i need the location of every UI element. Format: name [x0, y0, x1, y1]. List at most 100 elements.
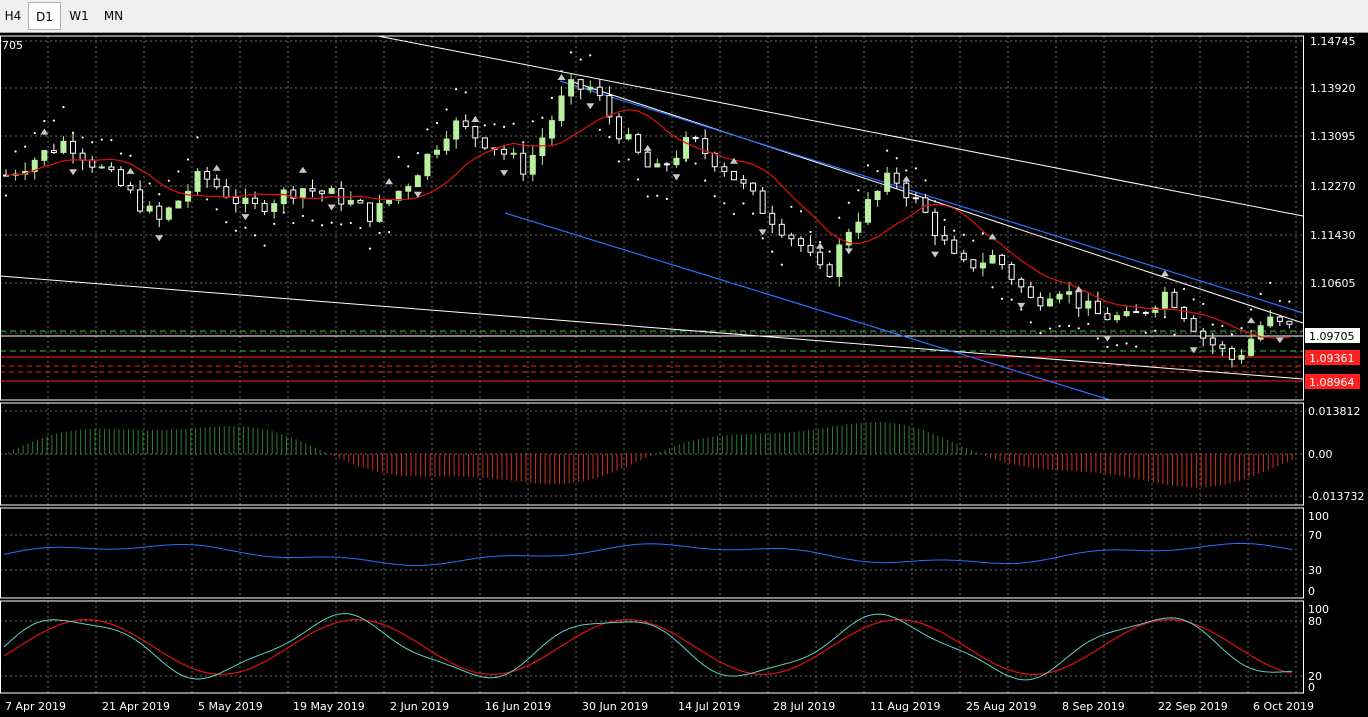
- sar-dot: [263, 244, 266, 247]
- sar-dot: [349, 221, 352, 225]
- time-axis: 7 Apr 2019 21 Apr 2019 5 May 2019 19 May…: [5, 700, 1314, 713]
- candle-body: [759, 190, 766, 214]
- fractal-up-arrow: [816, 242, 825, 249]
- candle-body: [1152, 307, 1159, 313]
- sar-dot: [933, 200, 937, 203]
- sar-dot: [1202, 302, 1205, 306]
- candle-body: [1161, 291, 1168, 309]
- candle-body: [60, 140, 67, 153]
- rsi-panel[interactable]: [0, 508, 1303, 598]
- sar-dot: [646, 195, 649, 198]
- candle-body: [836, 244, 843, 278]
- stochastic-panel[interactable]: [0, 601, 1303, 693]
- candle-body: [1094, 300, 1101, 315]
- moving-average: [5, 109, 1290, 339]
- sar-dot: [1058, 325, 1061, 328]
- timeframe-w1-button[interactable]: W1: [69, 9, 89, 23]
- sar-dot: [330, 221, 333, 224]
- sar-dot: [397, 155, 400, 159]
- sar-dot: [771, 250, 774, 253]
- sar-dot: [1192, 298, 1195, 301]
- candle-body: [826, 264, 833, 278]
- candle-body: [481, 137, 488, 149]
- price-tick: 1.12270: [1310, 180, 1356, 193]
- timeframe-mn-button[interactable]: MN: [103, 9, 124, 23]
- sar-dot: [177, 170, 180, 173]
- candle-body: [989, 254, 996, 264]
- time-tick: 28 Jul 2019: [773, 700, 835, 713]
- sar-dot: [311, 219, 314, 222]
- time-tick: 14 Jul 2019: [678, 700, 740, 713]
- candle-body: [635, 134, 642, 153]
- sar-dot: [129, 154, 132, 157]
- candle-body: [108, 166, 115, 171]
- candle-body: [79, 152, 86, 161]
- horizontal-levels: [0, 330, 1303, 382]
- candle-body: [41, 150, 48, 161]
- sar-dot: [1125, 342, 1128, 345]
- macd-panel[interactable]: [0, 403, 1303, 505]
- time-tick: 11 Aug 2019: [870, 700, 940, 713]
- candle-body: [290, 189, 297, 199]
- price-tick: 1.10605: [1310, 277, 1356, 290]
- candle-body: [884, 172, 891, 192]
- candle-body: [98, 166, 105, 169]
- candle-body: [472, 126, 479, 139]
- time-tick: 8 Sep 2019: [1062, 700, 1125, 713]
- fractal-down-arrow: [1017, 302, 1026, 309]
- candle-body: [539, 137, 546, 156]
- candle-body: [366, 202, 373, 222]
- fractal-down-arrow: [1103, 335, 1112, 342]
- panel-frames: [0, 35, 1304, 694]
- candle-body: [213, 178, 220, 188]
- sar-dot: [81, 136, 84, 139]
- candle-body: [625, 134, 632, 140]
- timeframe-h4-button[interactable]: H4: [4, 9, 22, 23]
- candle-body: [1228, 347, 1235, 360]
- trendlines[interactable]: [0, 35, 1304, 401]
- timeframe-toolbar: H4 D1 W1 MN: [0, 0, 1368, 33]
- sar-dot: [512, 122, 515, 125]
- sar-dot: [1135, 345, 1138, 348]
- trendline: [377, 35, 1304, 217]
- sar-dot: [589, 54, 592, 57]
- sar-dot: [1230, 333, 1234, 336]
- sar-dot: [799, 210, 803, 213]
- rsi-tick: 100: [1308, 510, 1329, 523]
- sar-dot: [550, 96, 554, 100]
- candle-body: [577, 79, 584, 90]
- fractal-up-arrow: [212, 164, 221, 171]
- sar-dot: [158, 193, 161, 196]
- sar-dot: [91, 141, 94, 144]
- sar-dot: [445, 108, 448, 111]
- candle-body: [424, 153, 431, 177]
- fractal-up-arrow: [902, 175, 911, 182]
- candle-body: [874, 190, 881, 201]
- candle-body: [137, 189, 144, 212]
- candle-body: [462, 120, 469, 128]
- candle-body: [903, 182, 910, 199]
- candle-body: [165, 207, 172, 220]
- candle-body: [299, 188, 306, 199]
- fractal-up-arrow: [1247, 317, 1256, 324]
- fractal-down-arrow: [758, 229, 767, 236]
- main-price-panel[interactable]: [0, 35, 1304, 401]
- rsi-tick: 0: [1308, 585, 1315, 598]
- fractal-up-arrow: [557, 73, 566, 80]
- sar-dot: [33, 131, 36, 135]
- sar-dot: [1048, 327, 1052, 330]
- candle-body: [960, 252, 967, 261]
- sar-dot: [1087, 322, 1090, 325]
- candle-body: [587, 86, 594, 90]
- current-price-label: 1.09705: [1309, 330, 1355, 343]
- sar-dot: [617, 160, 621, 163]
- timeframe-d1-button[interactable]: D1: [28, 2, 61, 30]
- sar-dot: [790, 205, 793, 208]
- fractal-down-arrow: [1189, 347, 1198, 354]
- candle-body: [529, 154, 536, 175]
- candle-body: [845, 231, 852, 246]
- candle-body: [1008, 264, 1015, 280]
- price-chart[interactable]: 1.14745 1.13920 1.13095 1.12270 1.11430 …: [0, 33, 1368, 717]
- price-tick: 1.11430: [1310, 229, 1356, 242]
- candle-body: [692, 136, 699, 140]
